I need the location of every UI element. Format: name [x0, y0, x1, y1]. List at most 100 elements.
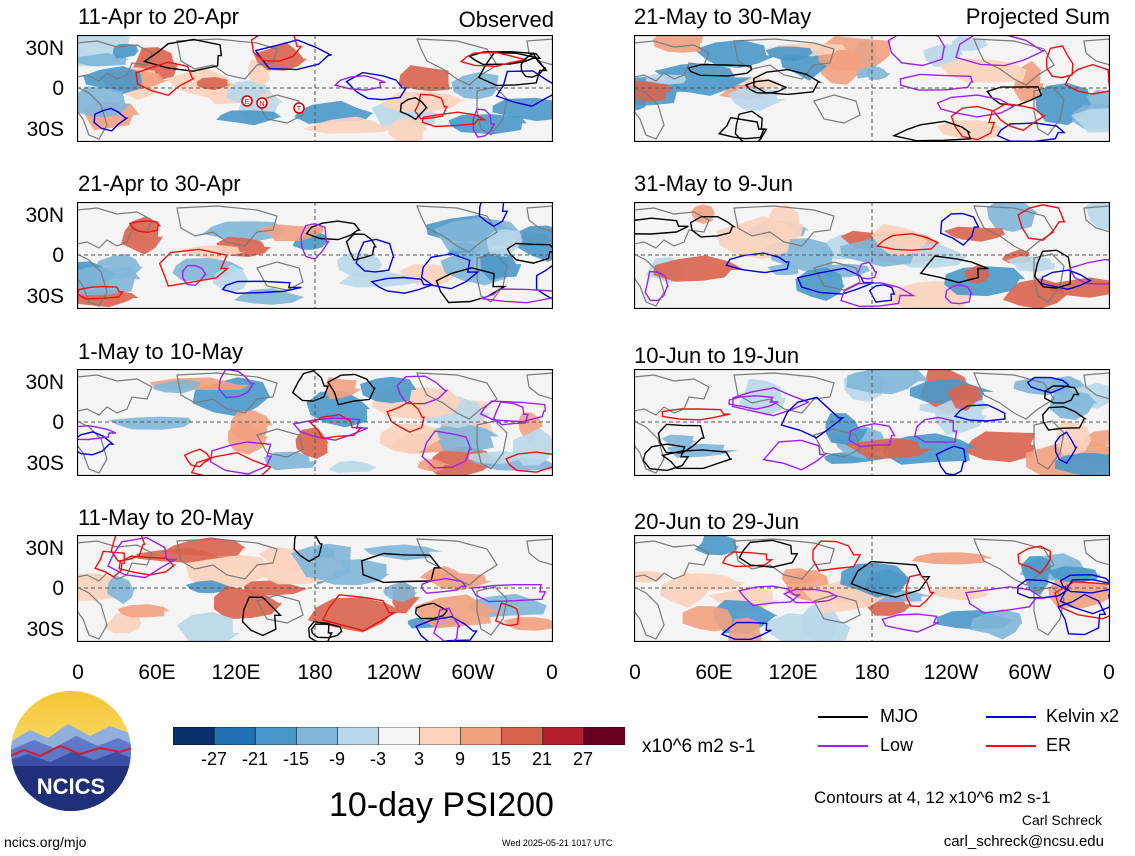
- lon-label: 0: [546, 661, 558, 684]
- map-panel: [77, 535, 553, 642]
- contour-line: [642, 443, 690, 472]
- contour-line: [421, 430, 472, 469]
- coastline: [77, 86, 108, 140]
- panel-title: 10-Jun to 19-Jun: [634, 343, 800, 368]
- legend-line-kelvin: [986, 716, 1036, 718]
- contour-line: [689, 216, 736, 238]
- coastline: [733, 38, 835, 80]
- contour-line: [107, 536, 178, 579]
- contour-line: [218, 369, 255, 399]
- contour-line: [996, 122, 1066, 142]
- contour-line: [1017, 545, 1052, 575]
- anomaly-shading: [986, 202, 1038, 232]
- coastline: [1083, 372, 1110, 400]
- anomaly-shading: [825, 413, 868, 445]
- contour-line: [492, 401, 529, 426]
- coastline: [77, 540, 153, 582]
- lon-label: 0: [629, 661, 641, 684]
- contour-line: [992, 102, 1047, 132]
- panel-title: 11-Apr to 20-Apr: [78, 4, 240, 29]
- contour-line: [720, 621, 772, 641]
- contour-line: [762, 439, 828, 471]
- anomaly-shading: [1085, 202, 1110, 230]
- anomaly-shading: [969, 609, 1023, 640]
- contour-line: [868, 284, 896, 303]
- contour-line: [899, 73, 974, 91]
- contour-line: [505, 451, 553, 473]
- contour-line: [935, 445, 967, 476]
- anomaly-shading: [328, 460, 378, 473]
- lon-label: 60W: [451, 661, 495, 684]
- colorbar-swatch: [460, 727, 503, 745]
- contour-line: [183, 448, 215, 468]
- anomaly-shading: [107, 575, 135, 605]
- anomaly-shading: [1048, 566, 1101, 582]
- coastline: [1083, 538, 1110, 566]
- tc-marker-label: N: [259, 101, 264, 108]
- coastline: [77, 253, 108, 307]
- contour-line: [660, 449, 732, 470]
- tc-marker: N: [256, 97, 268, 109]
- anomaly-shading: [176, 612, 241, 642]
- coastline: [973, 538, 1055, 586]
- anomaly-shading: [487, 229, 523, 257]
- anomaly-shading: [865, 569, 910, 594]
- contour-line: [936, 94, 1015, 118]
- contour-line: [399, 97, 429, 121]
- map-frame: [634, 369, 1110, 476]
- coastline: [1033, 86, 1065, 136]
- anomaly-shading: [213, 585, 283, 620]
- colorbar-units: x10^6 m2 s-1: [642, 736, 756, 757]
- lat-label-30n: 30N: [25, 371, 64, 394]
- site-url[interactable]: ncics.org/mjo: [4, 834, 87, 850]
- anomaly-shading: [379, 422, 442, 454]
- contour-line: [361, 552, 442, 584]
- anomaly-shading: [512, 428, 553, 466]
- logo-text: NCICS: [37, 774, 105, 799]
- anomaly-shading: [846, 369, 929, 395]
- colorbar-swatch: [213, 727, 256, 745]
- contour-line: [307, 620, 333, 642]
- contour-line: [644, 270, 669, 302]
- contour-line: [94, 550, 125, 578]
- lat-label-30s: 30S: [26, 452, 64, 475]
- tc-marker-label: E: [245, 99, 250, 106]
- contour-line: [1057, 593, 1107, 636]
- contour-line: [77, 431, 115, 456]
- coastline: [973, 205, 1055, 253]
- contour-line: [535, 264, 553, 301]
- contour-line: [305, 220, 361, 241]
- coastline: [476, 253, 508, 303]
- colorbar-tick: -9: [328, 749, 346, 769]
- contour-line: [396, 375, 449, 405]
- coastline: [634, 540, 710, 582]
- contour-line: [919, 255, 989, 284]
- anomaly-shading: [448, 114, 527, 135]
- coastline: [526, 538, 553, 566]
- contour-line: [209, 441, 273, 475]
- anomaly-shading: [694, 535, 740, 556]
- coastline: [1033, 253, 1065, 303]
- lon-label: 60E: [138, 661, 176, 684]
- contour-line: [944, 284, 973, 305]
- colorbar-tick: -3: [369, 749, 387, 769]
- contour-line: [1017, 204, 1066, 241]
- legend-line-mjo: [818, 716, 868, 718]
- anomaly-shading: [136, 548, 231, 563]
- anomaly-shading: [653, 35, 704, 53]
- coastline: [1083, 38, 1110, 66]
- contour-line: [738, 585, 802, 607]
- anomaly-shading: [937, 120, 1005, 142]
- panel-title: 11-May to 20-May: [78, 505, 254, 530]
- logo-graphic: NCICS: [11, 691, 131, 811]
- contour-line: [128, 220, 162, 234]
- anomaly-shading: [302, 116, 401, 134]
- contour-line: [181, 264, 207, 287]
- coastline: [1083, 205, 1110, 233]
- coastline: [733, 205, 835, 247]
- coastline: [813, 261, 861, 291]
- contour-line: [345, 233, 377, 261]
- contour-line: [887, 35, 946, 67]
- contour-line: [414, 602, 448, 620]
- colorbar-tick: 9: [454, 749, 466, 769]
